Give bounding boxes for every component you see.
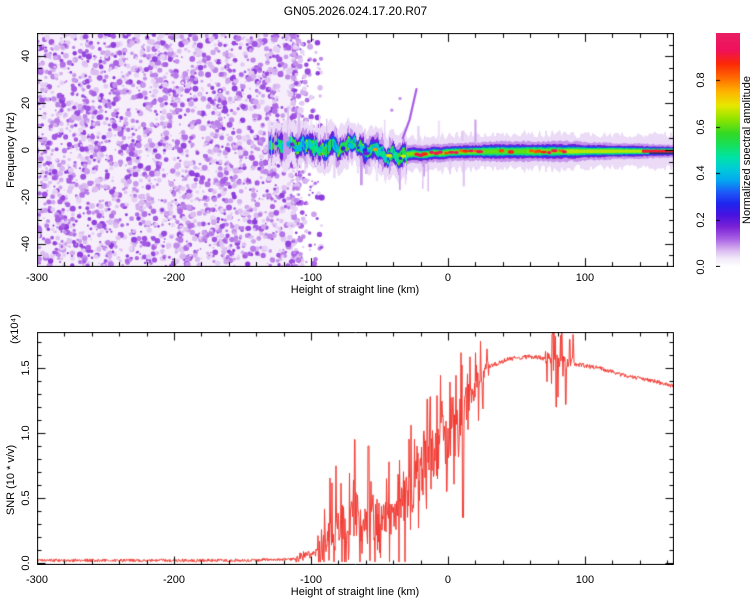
x-tick-label: -200	[162, 272, 185, 284]
snr-canvas	[37, 332, 674, 565]
colorbar-tick-label: 0.2	[695, 212, 707, 228]
x-tick-label: -200	[162, 574, 185, 586]
x-tick-label: -100	[299, 272, 322, 284]
x-tick-label: 0	[444, 574, 452, 586]
colorbar-tick-label: 0.6	[695, 118, 707, 135]
frequency-tick-label: -40	[20, 235, 32, 252]
frequency-tick-label: 0	[20, 146, 32, 154]
snr-tick-label: 0.5	[20, 490, 32, 506]
snr-tick-label: 1.5	[20, 360, 32, 376]
top-x-axis-label: Height of straight line (km)	[290, 284, 420, 296]
colorbar-tick-label: 0.4	[695, 165, 707, 182]
frequency-tick-label: 20	[20, 97, 32, 110]
x-tick-label: 100	[575, 272, 595, 284]
spectrogram-canvas	[37, 33, 674, 267]
x-tick-label: 100	[575, 574, 595, 586]
x-tick-label: -300	[25, 574, 49, 586]
x-tick-label: -300	[25, 272, 49, 284]
plot-title: GN05.2026.024.17.20.R07	[283, 4, 428, 18]
snr-tick-label: 0.0	[20, 555, 32, 571]
colorbar-label: Normalized spectral amplitude	[741, 76, 750, 224]
colorbar-canvas	[716, 33, 740, 267]
frequency-tick-label: 40	[20, 50, 32, 63]
snr-scale-note: (x10⁴)	[9, 314, 21, 344]
colorbar-tick-label: 0.8	[695, 72, 707, 88]
frequency-axis-label: Frequency (Hz)	[5, 112, 17, 188]
snr-tick-label: 1.0	[20, 425, 32, 441]
x-tick-label: -100	[299, 574, 322, 586]
frequency-tick-label: -20	[20, 188, 32, 205]
x-tick-label: 0	[444, 272, 452, 284]
bottom-x-axis-label: Height of straight line (km)	[290, 586, 420, 598]
snr-axis-label: SNR (10 * v/v)	[5, 444, 17, 516]
colorbar-tick-label: 0.0	[695, 259, 707, 275]
